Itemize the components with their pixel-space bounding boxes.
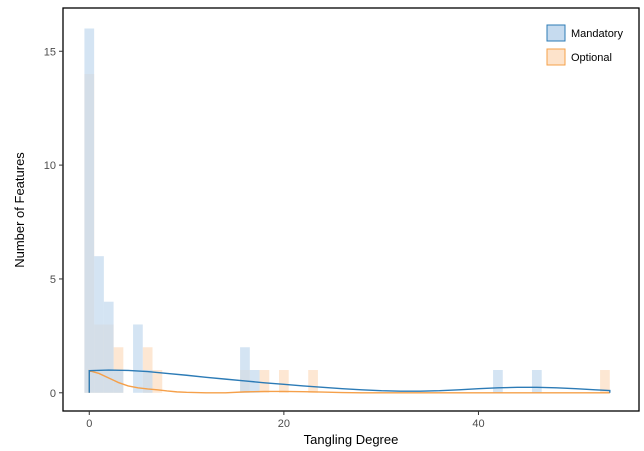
density-curve-optional bbox=[88, 369, 610, 394]
legend-label-optional: Optional bbox=[571, 52, 612, 64]
x-axis: 0 20 40 bbox=[86, 411, 485, 430]
bar-mandatory bbox=[493, 370, 503, 393]
plot-background bbox=[63, 8, 639, 411]
legend: Mandatory Optional bbox=[546, 24, 623, 66]
bar-optional bbox=[600, 370, 610, 393]
bar-mandatory bbox=[113, 370, 124, 393]
density-curves bbox=[88, 369, 611, 394]
x-axis-title: Tangling Degree bbox=[304, 432, 399, 447]
y-axis-title: Number of Features bbox=[12, 152, 27, 268]
bar-mandatory bbox=[84, 28, 95, 393]
y-tick-label: 5 bbox=[50, 274, 56, 286]
y-tick-label: 10 bbox=[44, 160, 56, 172]
x-tick-label: 20 bbox=[278, 418, 290, 430]
plot-border bbox=[62, 7, 640, 412]
bar-optional bbox=[279, 370, 289, 393]
x-tick-label: 0 bbox=[86, 418, 92, 430]
bar-mandatory bbox=[103, 301, 114, 393]
legend-key-mandatory bbox=[546, 24, 566, 42]
x-tick-label: 40 bbox=[472, 418, 484, 430]
bar-optional bbox=[259, 370, 270, 393]
bar-mandatory bbox=[531, 370, 542, 393]
y-axis: 0 5 10 15 bbox=[44, 46, 63, 400]
bar-mandatory bbox=[142, 370, 153, 393]
bar-mandatory bbox=[133, 324, 143, 393]
bar-optional bbox=[308, 370, 318, 393]
y-tick-label: 15 bbox=[44, 46, 56, 58]
legend-key-optional bbox=[546, 48, 566, 66]
legend-label-mandatory: Mandatory bbox=[571, 28, 623, 40]
bar-mandatory bbox=[240, 347, 250, 393]
bar-optional bbox=[152, 370, 163, 393]
y-tick-label: 0 bbox=[50, 388, 56, 400]
bar-mandatory bbox=[94, 256, 104, 393]
density-curve-mandatory bbox=[88, 369, 611, 393]
